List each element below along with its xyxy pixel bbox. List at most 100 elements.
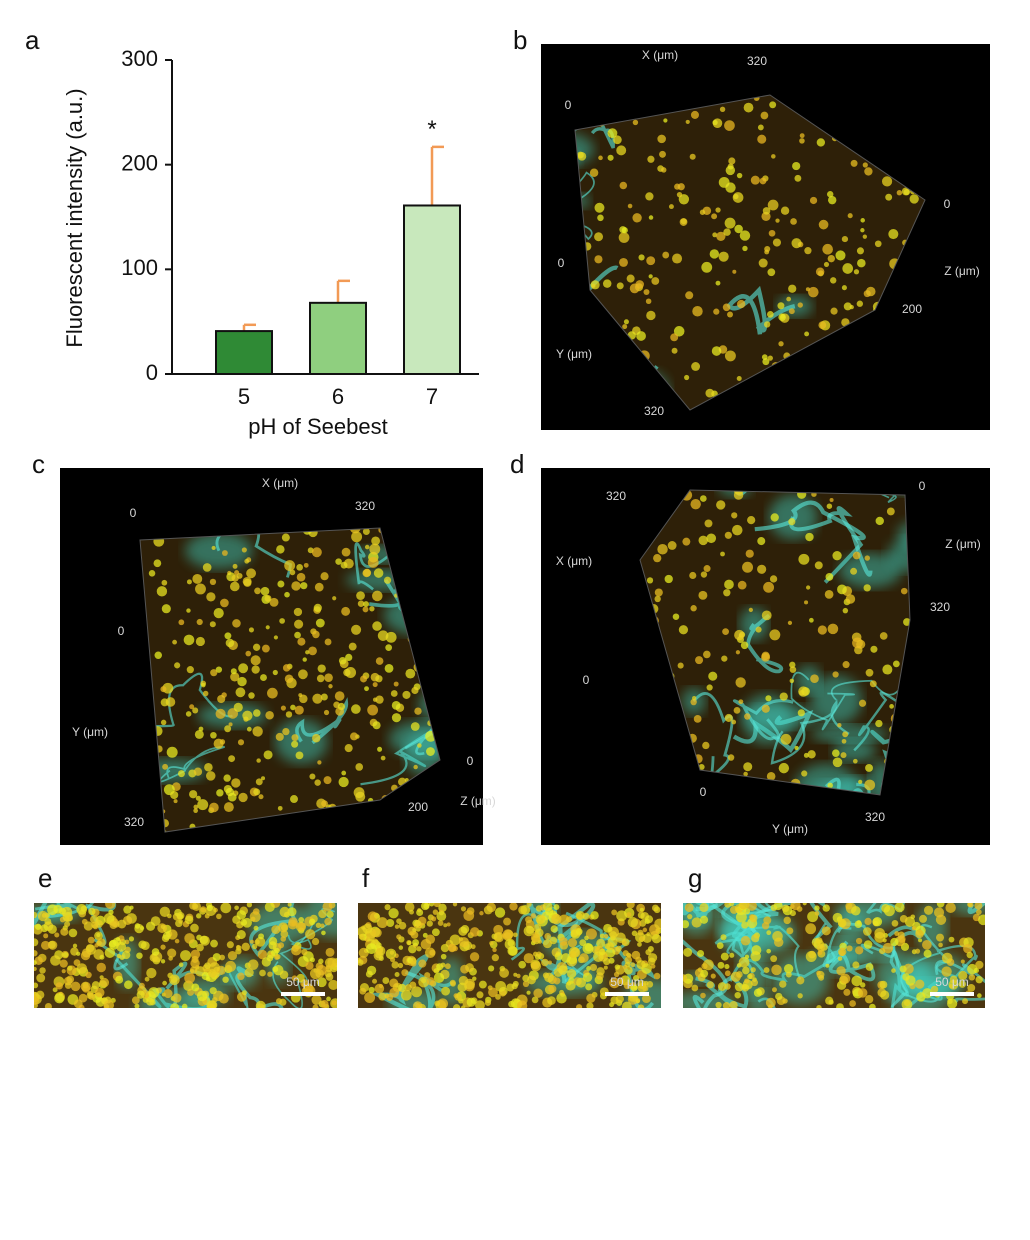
orange-cell bbox=[255, 778, 263, 786]
orange-cell bbox=[802, 903, 807, 906]
orange-cell bbox=[317, 664, 326, 673]
orange-cell bbox=[763, 967, 770, 974]
orange-cell bbox=[433, 972, 445, 984]
axis-annotation: X (μm) bbox=[556, 554, 592, 568]
orange-cell bbox=[879, 632, 888, 640]
orange-cell bbox=[838, 918, 847, 928]
orange-cell bbox=[252, 643, 261, 651]
orange-cell bbox=[840, 973, 851, 984]
orange-cell bbox=[766, 771, 776, 781]
orange-cell bbox=[368, 986, 375, 994]
orange-cell bbox=[432, 909, 439, 915]
orange-cell bbox=[279, 618, 285, 624]
orange-cell bbox=[396, 918, 402, 924]
orange-cell bbox=[294, 619, 304, 629]
orange-cell bbox=[698, 535, 708, 546]
orange-cell bbox=[314, 582, 324, 592]
orange-cell bbox=[341, 547, 351, 557]
orange-cell bbox=[691, 917, 702, 928]
orange-cell bbox=[398, 921, 407, 930]
orange-cell bbox=[64, 982, 72, 989]
cyan-fiber bbox=[149, 672, 234, 728]
cyan-fiber bbox=[404, 723, 440, 756]
orange-cell bbox=[464, 978, 475, 990]
orange-cell bbox=[750, 951, 761, 962]
orange-cell bbox=[418, 959, 427, 968]
orange-cell bbox=[162, 980, 167, 986]
orange-cell bbox=[386, 993, 394, 1001]
orange-cell bbox=[469, 952, 480, 962]
orange-cell bbox=[599, 933, 605, 939]
orange-cell bbox=[148, 987, 160, 999]
orange-cell bbox=[176, 911, 185, 920]
orange-cell bbox=[285, 711, 293, 718]
orange-cell bbox=[704, 519, 713, 528]
axis-annotation: 320 bbox=[930, 600, 950, 614]
orange-cell bbox=[875, 516, 884, 526]
orange-cell bbox=[377, 746, 383, 752]
orange-cell bbox=[287, 903, 292, 907]
orange-cell bbox=[753, 988, 763, 997]
orange-cell bbox=[268, 941, 277, 950]
orange-cell bbox=[315, 618, 325, 628]
orange-cell bbox=[389, 950, 395, 955]
orange-cell bbox=[623, 981, 632, 990]
orange-cell bbox=[779, 692, 788, 701]
orange-cell bbox=[720, 934, 727, 941]
orange-cell bbox=[550, 925, 558, 933]
orange-cell bbox=[294, 631, 301, 639]
orange-cell bbox=[615, 994, 624, 1004]
orange-cell bbox=[410, 722, 420, 731]
orange-cell bbox=[930, 985, 939, 993]
axis-annotation: 0 bbox=[130, 506, 137, 520]
orange-cell bbox=[331, 1000, 337, 1006]
orange-cell bbox=[667, 541, 677, 550]
orange-cell bbox=[66, 914, 74, 922]
orange-cell bbox=[708, 671, 718, 681]
orange-cell bbox=[526, 990, 531, 995]
orange-cell bbox=[313, 603, 322, 613]
orange-cell bbox=[66, 975, 75, 984]
cyan-fiber bbox=[354, 542, 392, 591]
orange-cell bbox=[642, 927, 648, 933]
orange-cell bbox=[911, 926, 917, 931]
orange-cell bbox=[648, 953, 658, 963]
orange-cell bbox=[215, 708, 226, 719]
orange-cell bbox=[851, 906, 861, 916]
orange-cell bbox=[615, 932, 626, 943]
orange-cell bbox=[263, 750, 273, 760]
orange-cell bbox=[818, 219, 829, 230]
orange-cell bbox=[645, 298, 652, 305]
orange-cell bbox=[499, 968, 509, 978]
orange-cell bbox=[261, 957, 271, 967]
orange-cell bbox=[743, 771, 748, 777]
orange-cell bbox=[724, 531, 732, 539]
orange-cell bbox=[825, 963, 830, 968]
orange-cell bbox=[312, 693, 323, 704]
orange-cell bbox=[389, 978, 399, 988]
orange-cell bbox=[458, 937, 470, 948]
orange-cell bbox=[565, 916, 573, 923]
orange-cell bbox=[230, 668, 237, 675]
orange-cell bbox=[855, 946, 864, 955]
orange-cell bbox=[315, 922, 322, 929]
orange-cell bbox=[162, 931, 171, 940]
orange-cell bbox=[728, 903, 735, 907]
orange-cell bbox=[763, 321, 771, 328]
orange-cell bbox=[903, 963, 914, 975]
orange-cell bbox=[103, 913, 115, 924]
orange-cell bbox=[845, 594, 856, 604]
axis-annotation: Y (μm) bbox=[72, 725, 108, 739]
orange-cell bbox=[804, 247, 812, 255]
orange-cell bbox=[447, 943, 457, 953]
orange-cell bbox=[727, 311, 734, 318]
orange-cell bbox=[830, 307, 838, 315]
orange-cell bbox=[160, 944, 166, 950]
orange-cell bbox=[683, 947, 693, 957]
orange-cell bbox=[364, 992, 376, 1003]
orange-cell bbox=[493, 931, 505, 943]
orange-cell bbox=[225, 638, 235, 648]
orange-cell bbox=[641, 994, 651, 1004]
orange-cell bbox=[362, 528, 370, 535]
orange-cell bbox=[779, 980, 787, 988]
